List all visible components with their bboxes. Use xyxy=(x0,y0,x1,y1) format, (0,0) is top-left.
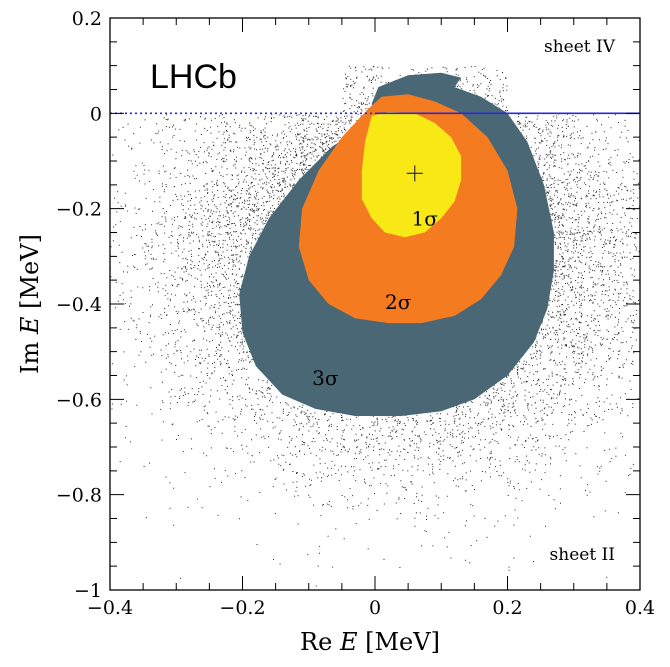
y-axis-title: Im E [MeV] xyxy=(16,234,44,374)
x-tick-label: −0.2 xyxy=(219,597,265,619)
confidence-regions xyxy=(239,72,554,417)
x-tick-label: 0.2 xyxy=(492,597,522,619)
sheet-ii-label: sheet II xyxy=(550,545,615,565)
x-tick-label: 0 xyxy=(369,597,381,619)
axis-ticks xyxy=(109,17,641,591)
x-tick-label: −0.4 xyxy=(87,597,133,619)
y-tick-label: −1 xyxy=(74,580,102,602)
region-3-contour xyxy=(361,111,462,238)
region-label-1: 3σ xyxy=(312,366,339,390)
experiment-label: LHCb xyxy=(150,58,237,96)
sheet-iv-label: sheet IV xyxy=(544,37,616,57)
region-label-2: 2σ xyxy=(385,290,412,314)
y-tick-label: −0.6 xyxy=(56,389,102,411)
best-fit-marker xyxy=(406,165,423,182)
y-tick-label: −0.2 xyxy=(56,199,102,221)
x-axis-title: Re E [MeV] xyxy=(300,628,440,656)
y-tick-label: −0.4 xyxy=(56,294,102,316)
annotations: 3σ 2σ 1σ LHCb sheet IV sheet II xyxy=(150,37,616,565)
y-tick-label: 0.2 xyxy=(72,8,102,30)
region-label-3: 1σ xyxy=(411,206,438,230)
axes: −0.4 −0.2 0 0.2 0.4 −1 −0.8 −0.6 −0.4 −0.2 0 0.2 Re … xyxy=(16,8,655,656)
x-tick-label: 0.4 xyxy=(625,597,655,619)
y-tick-label: 0 xyxy=(90,103,102,125)
y-tick-label: −0.8 xyxy=(56,485,102,507)
